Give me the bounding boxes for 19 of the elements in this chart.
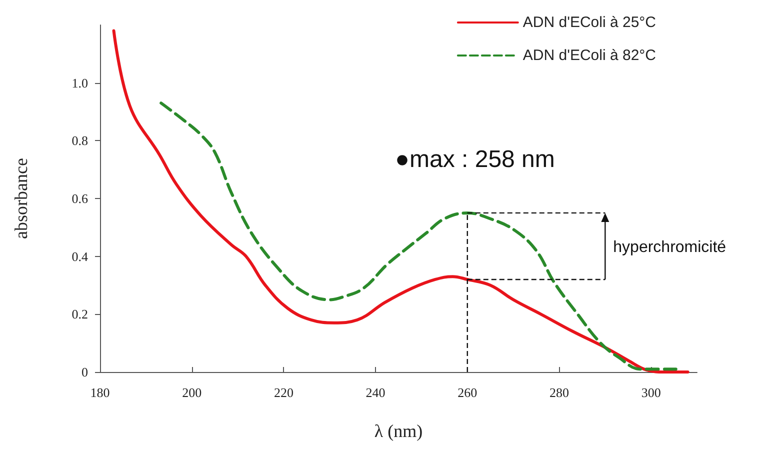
annotation: hyperchromicité — [613, 239, 726, 256]
y-tick-label: 1.0 — [72, 75, 88, 90]
y-axis-title: absorbance — [11, 158, 31, 239]
y-tick-label: 0.2 — [72, 306, 88, 322]
x-tick-label: 200 — [182, 385, 202, 400]
legend-label: ADN d'EColi à 25°C — [522, 14, 656, 31]
annotation: ●max : 258 nm — [395, 146, 555, 173]
x-tick-label: 260 — [458, 385, 478, 400]
y-tick-label: 0 — [82, 364, 88, 380]
y-tick-label: 0.6 — [72, 191, 88, 206]
x-tick-label: 240 — [366, 385, 386, 400]
y-tick-label: 0.4 — [72, 248, 88, 264]
y-tick-label: 0.8 — [72, 133, 88, 148]
x-tick-label: 180 — [90, 385, 110, 400]
x-axis-title: λ (nm) — [374, 421, 423, 441]
x-tick-label: 300 — [641, 385, 661, 400]
x-tick-label: 220 — [274, 385, 294, 400]
x-tick-label: 280 — [549, 385, 569, 400]
legend-label: ADN d'EColi à 82°C — [522, 47, 656, 64]
